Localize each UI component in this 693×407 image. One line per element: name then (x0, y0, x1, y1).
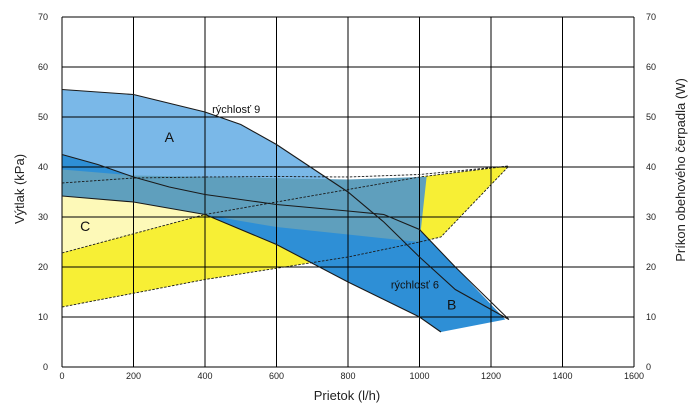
region-label-a: A (165, 129, 175, 145)
y-right-tick-label: 0 (646, 362, 651, 372)
y-axis-right-title: Príkon obehového čerpadla (W) (673, 78, 688, 262)
y-right-tick-label: 30 (646, 212, 656, 222)
y-left-tick-label: 60 (38, 62, 48, 72)
region-overlap (62, 169, 427, 242)
y-left-tick-label: 30 (38, 212, 48, 222)
curve-label: rýchlosť 9 (212, 104, 260, 116)
y-left-tick-label: 20 (38, 262, 48, 272)
y-right-tick-label: 50 (646, 112, 656, 122)
x-tick-label: 1200 (481, 371, 501, 381)
x-tick-label: 600 (269, 371, 284, 381)
y-left-tick-label: 10 (38, 312, 48, 322)
chart-regions (62, 89, 509, 332)
curve-power-max (61, 165, 509, 184)
y-left-tick-label: 0 (43, 362, 48, 372)
x-tick-label: 1400 (552, 371, 572, 381)
x-tick-label: 400 (197, 371, 212, 381)
x-tick-label: 800 (340, 371, 355, 381)
y-left-tick-label: 70 (38, 12, 48, 22)
y-right-tick-label: 60 (646, 62, 656, 72)
x-tick-label: 0 (59, 371, 64, 381)
y-right-tick-label: 40 (646, 162, 656, 172)
x-tick-label: 1000 (409, 371, 429, 381)
chart-grid (61, 16, 635, 368)
curve-power-min (61, 165, 510, 308)
curve-rýchlosť-6 (61, 195, 442, 333)
x-tick-label: 1600 (624, 371, 644, 381)
curve-max-speed-curve (61, 153, 510, 320)
y-right-tick-label: 70 (646, 12, 656, 22)
x-axis-title: Prietok (l/h) (314, 388, 380, 403)
region-label-c: C (80, 218, 90, 234)
y-axis-left-title: Výtlak (kPa) (12, 154, 27, 224)
chart-lines (61, 88, 510, 333)
y-right-tick-label: 10 (646, 312, 656, 322)
chart-ticks: 0 200 400 600 800 1000 1200 1400 160001020304050… (38, 12, 656, 381)
x-tick-label: 200 (126, 371, 141, 381)
y-left-tick-label: 40 (38, 162, 48, 172)
curve-rýchlosť-9 (61, 88, 510, 320)
curve-label: rýchlosť 6 (391, 280, 439, 292)
curve-power-mid (61, 165, 509, 254)
y-right-tick-label: 20 (646, 262, 656, 272)
y-left-tick-label: 50 (38, 112, 48, 122)
region-label-b: B (447, 297, 456, 313)
